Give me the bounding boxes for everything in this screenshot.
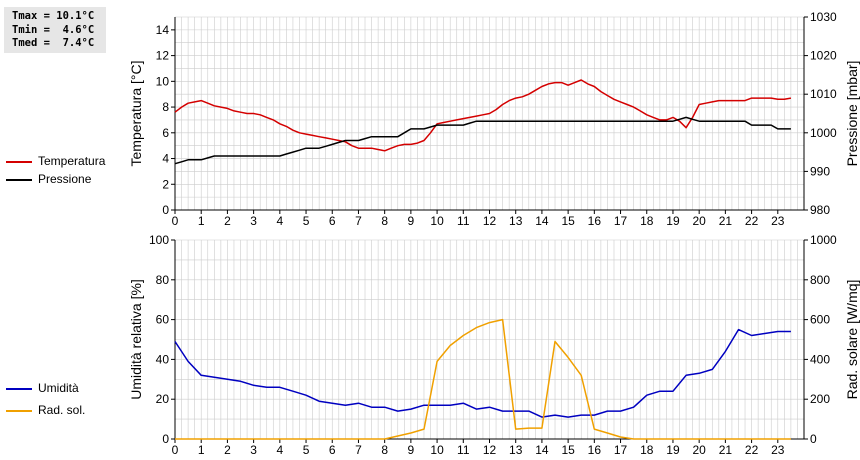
top-x-tick-label: 11 [457, 214, 470, 228]
bottom-y2-tick-label: 1000 [810, 233, 837, 247]
bottom-x-tick-label: 19 [666, 443, 680, 457]
bottom-x-tick-label: 23 [771, 443, 785, 457]
top-x-tick-label: 14 [535, 214, 549, 228]
top-y-tick-label: 12 [156, 49, 170, 63]
top-x-tick-label: 9 [408, 214, 415, 228]
top-x-tick-label: 23 [771, 214, 785, 228]
bottom-x-tick-label: 6 [329, 443, 336, 457]
bottom-x-tick-label: 12 [483, 443, 497, 457]
bottom-y-tick-label: 80 [156, 273, 170, 287]
top-y-tick-label: 2 [162, 177, 169, 191]
bottom-y-tick-label: 60 [156, 313, 170, 327]
bottom-x-tick-label: 17 [614, 443, 628, 457]
top-y-tick-label: 0 [162, 203, 169, 217]
bottom-x-tick-label: 16 [588, 443, 602, 457]
top-series-temperatura [174, 79, 792, 152]
top-x-tick-label: 7 [355, 214, 362, 228]
top-y2-axis-label: Pressione [mbar] [844, 61, 860, 167]
bottom-y-tick-label: 0 [162, 432, 169, 446]
top-x-tick-label: 2 [224, 214, 231, 228]
legend-label-temperature: Temperatura [38, 154, 106, 168]
top-chart: 0 1 2 3 4 5 6 7 8 9 10 11 12 13 14 15 16 17 18 19 20 21 22 2302… [128, 10, 860, 228]
top-x-tick-label: 4 [276, 214, 283, 228]
top-x-tick-label: 8 [381, 214, 388, 228]
bottom-series-rad-sol [175, 318, 791, 440]
top-y-tick-label: 6 [162, 126, 169, 140]
bottom-x-tick-label: 7 [355, 443, 362, 457]
bottom-x-tick-label: 22 [745, 443, 759, 457]
legend-label-radiation: Rad. sol. [38, 403, 86, 417]
top-y-tick-label: 8 [162, 100, 169, 114]
bottom-y-tick-label: 40 [156, 352, 170, 366]
bottom-y2-tick-label: 800 [810, 273, 830, 287]
bottom-y2-tick-label: 600 [810, 313, 830, 327]
top-x-tick-label: 18 [640, 214, 654, 228]
bottom-x-tick-label: 13 [509, 443, 523, 457]
bottom-x-tick-label: 14 [535, 443, 549, 457]
bottom-y2-tick-label: 200 [810, 392, 830, 406]
top-x-tick-label: 17 [614, 214, 628, 228]
bottom-x-tick-label: 4 [276, 443, 283, 457]
bottom-x-tick-label: 20 [692, 443, 706, 457]
top-x-tick-label: 13 [509, 214, 523, 228]
top-x-tick-label: 5 [303, 214, 310, 228]
top-y2-tick-label: 1020 [810, 49, 837, 63]
top-y-tick-label: 4 [162, 152, 169, 166]
stat-tmax: Tmax = 10.1°C [12, 10, 95, 22]
top-y-tick-label: 14 [156, 23, 170, 37]
top-y2-tick-label: 990 [810, 164, 830, 178]
bottom-series-umidit [174, 328, 791, 418]
top-x-tick-label: 12 [483, 214, 497, 228]
bottom-x-tick-label: 9 [408, 443, 415, 457]
legend-swatch-temperature [6, 161, 32, 163]
bottom-x-tick-label: 15 [561, 443, 575, 457]
top-x-tick-label: 20 [692, 214, 706, 228]
bottom-y-tick-label: 100 [149, 233, 169, 247]
bottom-x-tick-label: 21 [719, 443, 733, 457]
top-x-tick-label: 1 [198, 214, 205, 228]
stats-box: Tmax = 10.1°C Tmin = 4.6°C Tmed = 7.4°C [4, 7, 106, 53]
bottom-chart: 0 1 2 3 4 5 6 7 8 9 10 11 12 13 14 15 16 17 18 19 20 21 22 2302… [128, 233, 860, 457]
top-y-axis-label: Temperatura [°C] [128, 61, 144, 167]
bottom-x-tick-label: 2 [224, 443, 231, 457]
top-x-tick-label: 21 [719, 214, 733, 228]
top-x-tick-label: 10 [430, 214, 444, 228]
legend-label-pressure: Pressione [38, 172, 92, 186]
legend-swatch-radiation [6, 410, 32, 412]
bottom-x-tick-label: 8 [381, 443, 388, 457]
legend-swatch-pressure [6, 179, 32, 181]
bottom-x-tick-label: 18 [640, 443, 654, 457]
bottom-x-tick-label: 3 [250, 443, 257, 457]
top-x-tick-label: 6 [329, 214, 336, 228]
bottom-x-tick-label: 11 [457, 443, 470, 457]
bottom-y2-axis-label: Rad. solare [W/mq] [844, 280, 860, 400]
top-x-tick-label: 3 [250, 214, 257, 228]
bottom-x-tick-label: 5 [303, 443, 310, 457]
top-x-tick-label: 16 [588, 214, 602, 228]
top-x-tick-label: 19 [666, 214, 680, 228]
bottom-x-tick-label: 0 [172, 443, 179, 457]
bottom-y-tick-label: 20 [156, 392, 170, 406]
bottom-y-axis-label: Umidità relativa [%] [128, 279, 144, 400]
legend-swatch-humidity [6, 388, 32, 390]
top-y2-tick-label: 1010 [810, 87, 837, 101]
bottom-y2-tick-label: 400 [810, 352, 830, 366]
top-x-tick-label: 15 [561, 214, 575, 228]
bottom-x-tick-label: 10 [430, 443, 444, 457]
top-y2-tick-label: 980 [810, 203, 830, 217]
legend-label-humidity: Umidità [38, 381, 79, 395]
stat-tmin: Tmin = 4.6°C [12, 23, 95, 36]
stat-tmed: Tmed = 7.4°C [12, 37, 95, 49]
top-x-tick-label: 0 [172, 214, 179, 228]
top-y2-tick-label: 1030 [810, 10, 837, 24]
top-x-tick-label: 22 [745, 214, 759, 228]
bottom-y2-tick-label: 0 [810, 432, 817, 446]
top-y-tick-label: 10 [156, 74, 170, 88]
bottom-x-tick-label: 1 [198, 443, 205, 457]
top-series-pressione [174, 116, 791, 165]
top-y2-tick-label: 1000 [810, 126, 837, 140]
